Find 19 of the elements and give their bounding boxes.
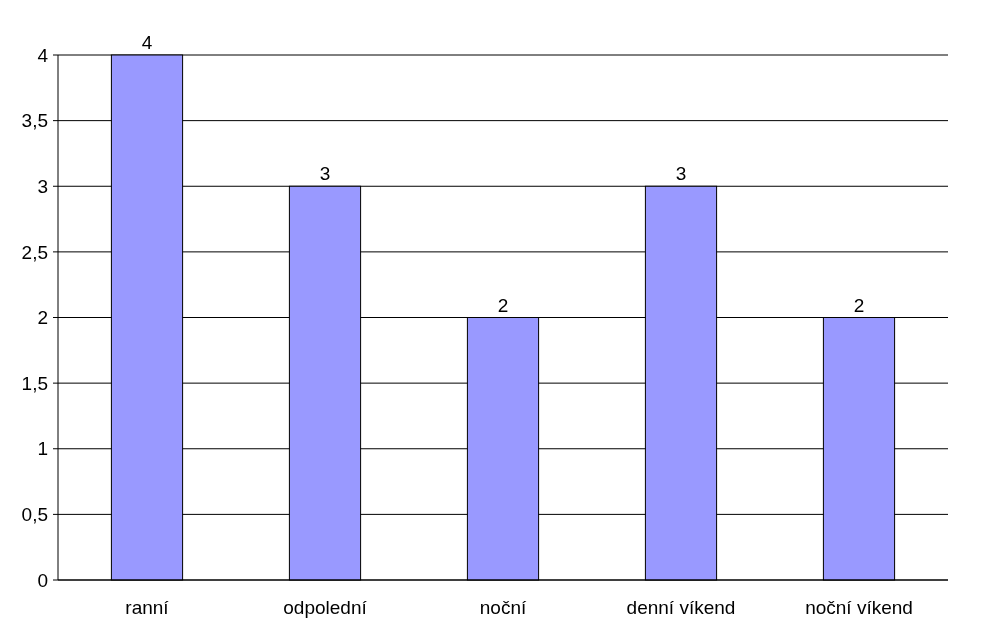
y-tick-label: 3,5 <box>21 110 48 132</box>
data-label: 3 <box>675 163 687 185</box>
x-tick-label: noční víkend <box>805 597 913 618</box>
data-label: 4 <box>141 32 153 53</box>
y-tick-label: 2,5 <box>21 241 48 263</box>
x-tick-label: noční <box>479 597 527 618</box>
y-tick-label: 3 <box>37 175 48 197</box>
y-tick-label: 1,5 <box>21 372 48 394</box>
x-tick-label: denní víkend <box>626 597 736 618</box>
data-label: 2 <box>853 294 865 316</box>
x-tick-label: ranní <box>125 597 170 618</box>
y-tick-label: 4 <box>37 44 49 66</box>
data-label: 2 <box>497 294 509 316</box>
x-tick-label: odpolední <box>283 597 368 618</box>
data-label: 3 <box>319 163 331 185</box>
y-tick-label: 0,5 <box>21 504 48 526</box>
y-tick-label: 0 <box>37 569 48 591</box>
y-tick-label: 2 <box>37 307 48 329</box>
y-tick-label: 1 <box>37 438 48 460</box>
